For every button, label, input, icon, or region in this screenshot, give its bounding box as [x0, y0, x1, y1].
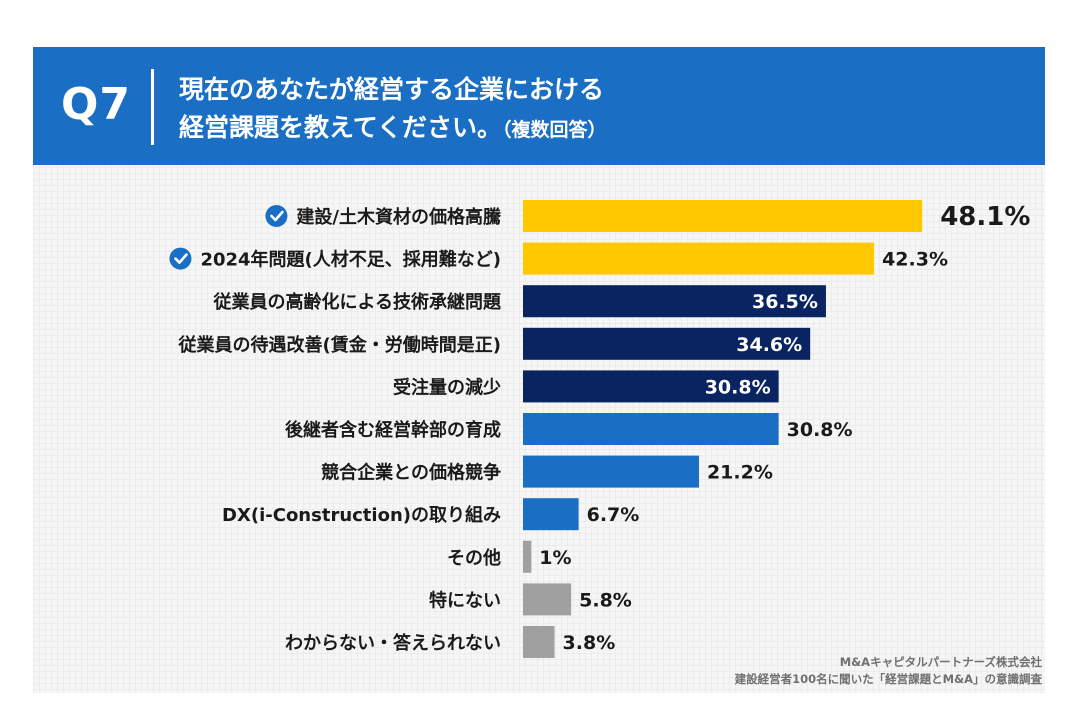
- check-mark: [270, 210, 284, 222]
- value-label: 34.6%: [736, 334, 802, 356]
- bar: [523, 583, 572, 616]
- bar: [523, 498, 579, 531]
- question-header: Q7 現在のあなたが経営する企業における 経営課題を教えてください。（複数回答）: [33, 47, 1045, 165]
- bar: [523, 327, 811, 360]
- value-label: 30.8%: [705, 376, 771, 398]
- header-divider: [151, 69, 154, 145]
- value-label: 30.8%: [787, 419, 853, 441]
- check-mark: [174, 253, 188, 264]
- bar: [523, 455, 699, 488]
- footer-source: 建設経営者100名に聞いた「経営課題とM&A」の意識調査: [734, 672, 1042, 686]
- bar: [523, 370, 779, 403]
- question-title: 現在のあなたが経営する企業における 経営課題を教えてください。（複数回答）: [179, 71, 959, 149]
- value-label: 1%: [539, 547, 571, 569]
- check-icon: [265, 205, 288, 227]
- value-label: 6.7%: [587, 504, 640, 526]
- check-icon: [169, 247, 192, 270]
- value-label: 5.8%: [579, 589, 632, 611]
- bar: [523, 285, 826, 318]
- chart-card: Q7 現在のあなたが経営する企業における 経営課題を教えてください。（複数回答）: [33, 47, 1045, 693]
- category-label: 2024年問題(人材不足、採用難など): [200, 249, 501, 271]
- category-label: 受注量の減少: [393, 376, 501, 398]
- question-title-note: （複数回答）: [502, 119, 607, 141]
- question-number: Q7: [61, 79, 132, 130]
- category-label: 従業員の待遇改善(賃金・労働時間是正): [178, 334, 501, 356]
- category-label: DX(i-Construction)の取り組み: [222, 504, 501, 526]
- bar: [523, 413, 779, 445]
- value-label: 48.1%: [940, 202, 1030, 232]
- category-label: 競合企業との価格競争: [321, 462, 501, 484]
- category-label: 後継者含む経営幹部の育成: [285, 419, 501, 441]
- footer: M&Aキャピタルパートナーズ株式会社 建設経営者100名に聞いた「経営課題とM&…: [735, 654, 1042, 688]
- value-label: 36.5%: [752, 291, 818, 313]
- bar: [523, 626, 555, 658]
- category-label: その他: [447, 547, 501, 569]
- footer-company: M&Aキャピタルパートナーズ株式会社: [839, 655, 1042, 669]
- category-label: 建設/土木資材の価格高騰: [296, 206, 501, 228]
- value-label: 42.3%: [882, 249, 948, 271]
- bar: [523, 242, 875, 275]
- value-label: 3.8%: [563, 632, 616, 654]
- category-label: 従業員の高齢化による技術承継問題: [213, 291, 502, 313]
- question-title-line2-text: 経営課題を教えてください。: [179, 113, 503, 142]
- question-title-line2: 経営課題を教えてください。（複数回答）: [179, 109, 959, 149]
- bar: [523, 200, 923, 232]
- value-label: 21.2%: [707, 462, 773, 484]
- category-label: 特にない: [429, 589, 501, 611]
- category-label: わからない・答えられない: [285, 632, 501, 654]
- bar: [523, 540, 532, 573]
- question-title-line1: 現在のあなたが経営する企業における: [179, 75, 605, 104]
